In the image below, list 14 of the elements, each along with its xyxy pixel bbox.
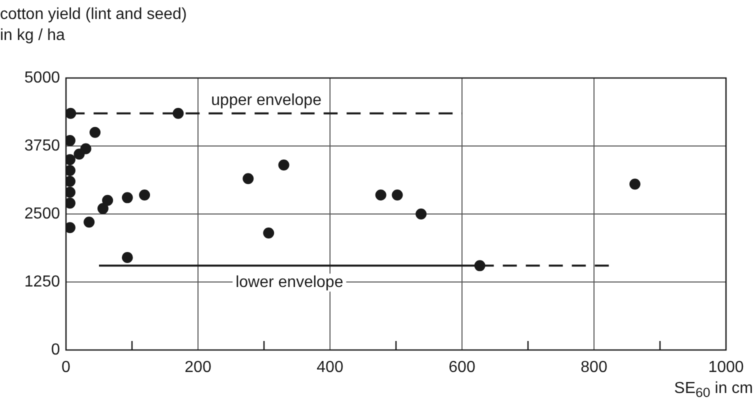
y-axis-title: cotton yield (lint and seed) in kg / ha xyxy=(0,5,187,46)
x-tick-label: 800 xyxy=(580,359,608,376)
x-tick-label: 200 xyxy=(184,359,212,376)
series-label: lower envelope xyxy=(236,274,344,292)
x-tick-label: 600 xyxy=(448,359,476,376)
x-tick-label: 400 xyxy=(316,359,344,376)
y-tick-label: 5000 xyxy=(24,69,60,86)
y-tick-label: 2500 xyxy=(24,205,60,222)
y-tick-label: 1250 xyxy=(24,273,60,290)
y-tick-label: 0 xyxy=(51,341,60,358)
y-tick-label: 3750 xyxy=(24,137,60,154)
series-label: upper envelope xyxy=(211,92,322,109)
x-tick-label: 1000 xyxy=(708,359,744,376)
x-axis-title: SE$_{60}$ in cm xyxy=(674,380,753,400)
